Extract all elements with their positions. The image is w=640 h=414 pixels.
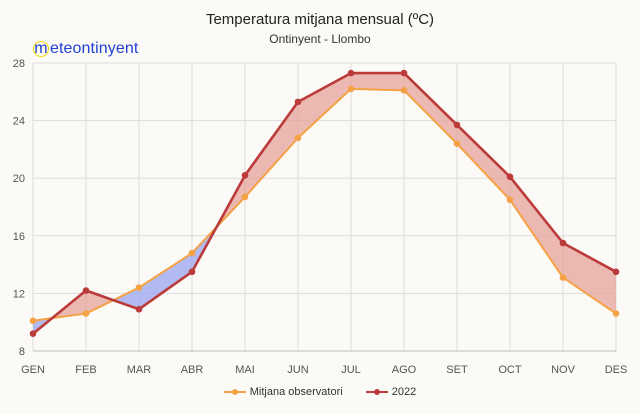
- data-point-2022: [241, 172, 249, 179]
- chart-subtitle: Ontinyent - Llombo: [269, 32, 371, 46]
- series-line-2022: [32, 71, 617, 335]
- y-tick-label: 12: [13, 288, 25, 300]
- data-point-2022: [400, 69, 408, 77]
- data-point-2022: [506, 173, 514, 181]
- y-tick-label: 28: [13, 58, 25, 70]
- data-point-mitjana: [29, 317, 37, 325]
- logo-rest: eteontinyent: [50, 40, 139, 57]
- fill-above: [245, 101, 298, 197]
- data-point-2022: [135, 305, 143, 313]
- fill-above: [510, 176, 563, 278]
- x-tick-label: ABR: [181, 364, 204, 376]
- data-point-mitjana: [453, 140, 461, 147]
- x-tick-label: JUL: [341, 364, 361, 376]
- data-point-2022: [82, 287, 90, 294]
- series-line-mitjana: [32, 87, 617, 322]
- x-tick-label: MAI: [235, 364, 255, 376]
- fill-above: [563, 243, 616, 314]
- fill-above: [404, 73, 457, 144]
- data-point-2022: [29, 330, 37, 338]
- fill-below: [139, 253, 192, 310]
- data-point-2022: [453, 121, 461, 129]
- legend-item-2022[interactable]: 2022: [365, 386, 417, 398]
- data-point-mitjana: [241, 193, 249, 201]
- data-point-2022: [347, 69, 355, 77]
- x-tick-label: AGO: [392, 364, 417, 376]
- data-point-2022: [612, 268, 620, 276]
- chart-title: Temperatura mitjana mensual (ºC): [205, 11, 435, 28]
- data-point-2022: [294, 98, 302, 106]
- legend-swatch-mitjana: [223, 387, 246, 397]
- data-point-mitjana: [82, 310, 90, 317]
- data-point-2022: [188, 268, 196, 276]
- difference-fills: [33, 73, 616, 334]
- legend-swatch-dot: [231, 389, 238, 395]
- fill-above: [351, 73, 404, 91]
- fill-below: [113, 287, 139, 310]
- x-tick-label: DES: [605, 364, 628, 376]
- fill-above: [86, 290, 114, 314]
- series-points: [29, 69, 620, 338]
- y-tick-label: 24: [13, 116, 25, 128]
- data-point-mitjana: [294, 134, 302, 142]
- data-point-mitjana: [135, 284, 143, 291]
- x-tick-label: FEB: [75, 364, 96, 376]
- data-point-mitjana: [400, 87, 408, 94]
- x-tick-label: MAR: [127, 364, 152, 376]
- legend-swatch-2022: [365, 387, 388, 397]
- data-point-mitjana: [612, 310, 620, 317]
- y-tick-label: 20: [13, 173, 25, 185]
- x-tick-label: NOV: [551, 364, 576, 376]
- fill-above: [457, 124, 510, 200]
- x-tick-label: SET: [446, 364, 468, 376]
- data-point-2022: [559, 239, 567, 247]
- y-tick-label: 16: [13, 231, 25, 243]
- x-tick-label: OCT: [498, 364, 522, 376]
- grid: [32, 62, 617, 352]
- legend-item-mitjana[interactable]: Mitjana observatori: [223, 386, 343, 398]
- data-point-mitjana: [559, 274, 567, 281]
- meteontinyent-logo: m eteontinyent: [33, 40, 138, 58]
- logo-m: m: [33, 40, 49, 57]
- data-point-mitjana: [188, 249, 196, 257]
- legend-swatch-dot: [373, 389, 380, 395]
- series-lines: [32, 71, 617, 335]
- legend-label-mitjana: Mitjana observatori: [249, 386, 343, 398]
- y-tick-label: 8: [19, 346, 25, 358]
- axes: 8 12 16 20 24 28 GEN FEB MAR ABR MAI JUN JUL AGO SET OC…: [13, 58, 628, 376]
- x-tick-label: GEN: [21, 364, 45, 376]
- data-point-mitjana: [506, 196, 514, 204]
- fill-above: [298, 73, 351, 138]
- legend-label-2022: 2022: [391, 386, 417, 398]
- x-tick-label: JUN: [287, 364, 308, 376]
- data-point-mitjana: [347, 85, 355, 93]
- legend: Mitjana observatori 2022: [0, 386, 640, 400]
